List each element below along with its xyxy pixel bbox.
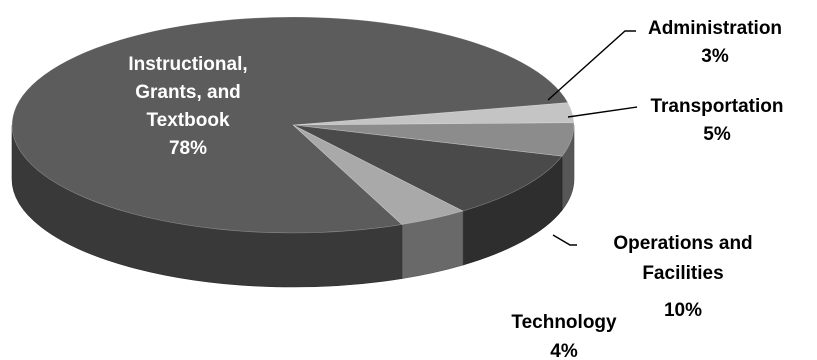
pie-sides bbox=[11, 124, 575, 288]
slice-label-operations-and-facilities-line-1: Operations and bbox=[613, 233, 752, 254]
slice-label-instructional-grants-and-textbook-line-2: Grants, and bbox=[135, 82, 241, 103]
pie-slice-operations-and-facilities bbox=[292, 124, 563, 212]
pie-slice-transportation bbox=[292, 122, 575, 157]
leader-lines bbox=[547, 30, 638, 246]
slice-label-technology: Technology bbox=[511, 312, 617, 333]
pie-slice-technology bbox=[292, 124, 464, 225]
leader-line-operations-and-facilities bbox=[552, 234, 577, 246]
slice-value-administration: 3% bbox=[701, 46, 729, 67]
slice-labels: Administration 3% Transportation 5% Operatio… bbox=[128, 18, 783, 360]
slice-value-operations-and-facilities: 10% bbox=[664, 300, 702, 321]
slice-label-transportation: Transportation bbox=[650, 96, 783, 117]
leader-line-transportation bbox=[567, 106, 638, 118]
slice-label-operations-and-facilities-line-2: Facilities bbox=[642, 263, 723, 284]
pie-tops bbox=[11, 16, 575, 234]
slice-value-instructional-grants-and-textbook: 78% bbox=[169, 138, 207, 159]
slice-label-instructional-grants-and-textbook-line-1: Instructional, bbox=[128, 54, 247, 75]
slice-label-administration: Administration bbox=[648, 18, 782, 39]
slice-label-instructional-grants-and-textbook-line-3: Textbook bbox=[146, 110, 229, 131]
pie-slice-instructional-grants-and-textbook bbox=[11, 16, 569, 234]
pie-slice-administration bbox=[292, 102, 575, 126]
slice-value-transportation: 5% bbox=[703, 124, 731, 145]
leader-line-administration bbox=[547, 30, 636, 101]
slice-value-technology: 4% bbox=[550, 341, 578, 360]
